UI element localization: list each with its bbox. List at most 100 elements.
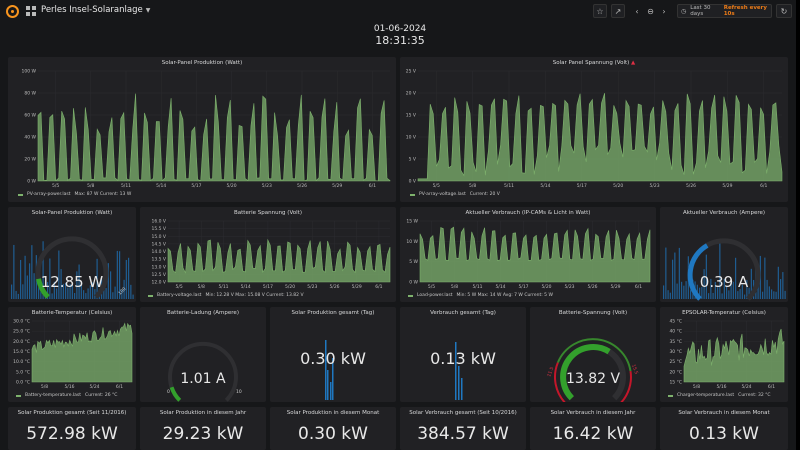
gauge-track: [35, 236, 109, 299]
panel-consumption-day[interactable]: Verbrauch gesamt (Tag) 0.13 kW: [400, 307, 526, 402]
x-tick-label: 5/23: [564, 284, 574, 290]
series-area: [167, 238, 391, 283]
grafana-logo-icon[interactable]: [6, 5, 19, 18]
panel-epsolar-temp-chart[interactable]: EPSOLAR-Temperatur (Celsius) 15 °C 20 °C 2…: [660, 307, 788, 402]
sparkline-bar: [701, 286, 703, 299]
sparkline-bar: [784, 290, 786, 299]
x-tick-label: 5/8: [87, 183, 94, 189]
threshold-ok: [556, 338, 632, 372]
y-tick-label: 0 W: [409, 280, 418, 286]
gauge-max-label: 100: [117, 286, 127, 296]
x-tick-label: 5/24: [89, 384, 99, 390]
sparkline-bar: [739, 288, 741, 299]
x-tick-label: 5/8: [469, 183, 476, 189]
refresh-interval-label: Refresh every 10s: [723, 5, 767, 17]
battery-voltage-gauge: 11.5 15.5: [546, 338, 639, 402]
battery-temp-chart: 0.0 °C 5.0 °C 10.0 °C 15.0 °C 20.0 °C 25.0 °C…: [13, 319, 133, 390]
sparkline-bar: [782, 272, 784, 299]
time-range-picker[interactable]: ◷ Last 30 days Refresh every 10s: [677, 4, 772, 18]
sparkline-bar: [49, 258, 51, 299]
gauge-max-label: 10: [236, 389, 242, 395]
share-button[interactable]: ↗: [611, 4, 625, 18]
x-tick-label: 5/26: [297, 183, 307, 189]
y-tick-label: 25.0 °C: [13, 329, 30, 335]
panel-pv-voltage[interactable]: Solar Panel Spannung (Volt) ▲ 0 V 5 V 10 V…: [400, 57, 788, 202]
sparkline-bar: [85, 293, 87, 299]
sparkline-bar: [67, 287, 69, 299]
sparkline-bar: [330, 382, 332, 400]
sparkline-bar: [777, 266, 779, 299]
y-tick-label: 25 °C: [669, 359, 682, 365]
time-forward-button[interactable]: ›: [662, 6, 666, 16]
sparkline-bar: [667, 290, 669, 299]
sparkline-bar: [665, 247, 667, 299]
x-tick-label: 5/5: [428, 284, 435, 290]
y-tick-label: 14.0 V: [151, 249, 166, 255]
panel-stat-cons-month[interactable]: Solar Verbrauch in diesem Monat 0.13 kW: [660, 407, 788, 450]
sparkline-bar: [40, 289, 42, 299]
panel-battery-voltage-gauge[interactable]: Batterie-Spannung (Volt) 11.5 15.5 13.82 …: [530, 307, 656, 402]
sparkline-bar: [746, 280, 748, 299]
panel-stat-cons-year[interactable]: Solar Verbrauch in diesem Jahr 16.42 kW: [530, 407, 656, 450]
stat-value: 29.23 kW: [162, 424, 244, 444]
sparkline-bar: [114, 286, 116, 299]
sparkline-bar: [750, 268, 752, 299]
panel-battery-charge-gauge[interactable]: Batterie-Ladung (Ampere) 0 10 1.01 A: [140, 307, 266, 402]
info-icon: ▲: [631, 60, 636, 66]
sparkline-bar: [678, 247, 680, 299]
time-back-button[interactable]: ‹: [635, 6, 639, 16]
panel-title: Batterie Spannung (Volt): [234, 210, 302, 216]
sparkline-bar: [712, 292, 714, 299]
x-tick-label: 6/1: [768, 384, 775, 390]
panel-load-current-gauge[interactable]: Aktueller Verbrauch (Ampere) 0.39 A: [660, 207, 788, 302]
series-area: [683, 328, 785, 383]
panel-battery-temp-chart[interactable]: Batterie-Temperatur (Celsius) 0.0 °C 5.0 …: [8, 307, 136, 402]
series-area: [31, 322, 133, 383]
battery-voltage-chart: 12.0 V 12.5 V 13.0 V13.5 V 14.0 V 14.5 V15.0…: [151, 219, 391, 290]
sparkline-bar: [744, 294, 746, 299]
sparkline-bar: [76, 271, 78, 299]
panel-pv-power-gauge[interactable]: Solar-Panel Produktion (Watt) 100 12.85 …: [8, 207, 136, 302]
y-tick-label: 0.0 °C: [16, 380, 30, 386]
sparkline-bar: [20, 259, 22, 299]
y-tick-label: 60 W: [24, 113, 36, 119]
clock-time: 18:31:35: [375, 34, 425, 47]
panel-load-power-chart[interactable]: Aktueller Verbrauch (IP-CAMs & Licht in …: [400, 207, 656, 302]
sparkline-bar: [762, 291, 764, 299]
x-tick-label: 6/1: [369, 183, 376, 189]
gauge-value: 1.01 A: [180, 371, 226, 387]
panel-stat-prod-month[interactable]: Solar Produktion in diesem Monat 0.30 kW: [270, 407, 396, 450]
panel-title: Solar Verbrauch in diesem Monat: [678, 410, 770, 416]
stat-value: 384.57 kW: [417, 424, 509, 444]
panel-stat-cons-since[interactable]: Solar Verbrauch gesamt (Seit 10/2016) 38…: [400, 407, 526, 450]
y-tick-label: 13.5 V: [151, 257, 166, 263]
x-tick-label: 5/8: [451, 284, 458, 290]
x-tick-label: 5/17: [191, 183, 201, 189]
star-button[interactable]: ☆: [593, 4, 607, 18]
sparkline-bar: [24, 255, 26, 299]
panel-title: Solar Produktion gesamt (Seit 11/2016): [17, 410, 127, 416]
y-tick-label: 20.0 °C: [13, 339, 30, 345]
dashboard-title[interactable]: Perles Insel-Solaranlage ▼: [41, 5, 151, 15]
zoom-out-button[interactable]: ⊖: [647, 6, 654, 16]
x-tick-label: 5/17: [263, 284, 273, 290]
panel-battery-voltage-chart[interactable]: Batterie Spannung (Volt) 12.0 V 12.5 V 13.…: [140, 207, 396, 302]
refresh-button[interactable]: ↻: [776, 4, 792, 18]
panel-solar-prod-day[interactable]: Solar Produktion gesamt (Tag) 0.30 kW: [270, 307, 396, 402]
gauge-threshold-label: 15.5: [630, 364, 639, 376]
sparkline-bar: [775, 291, 777, 299]
x-tick-label: 5/8: [198, 284, 205, 290]
gauge-value: 13.82 V: [565, 371, 621, 387]
panel-stat-prod-year[interactable]: Solar Produktion in diesem Jahr 29.23 kW: [140, 407, 266, 450]
panel-stat-prod-since[interactable]: Solar Produktion gesamt (Seit 11/2016) 5…: [8, 407, 136, 450]
x-tick-label: 5/26: [587, 284, 597, 290]
sparkline-bar: [53, 281, 55, 299]
panel-pv-power[interactable]: Solar-Panel Produktion (Watt) 0 W 20 W 40 …: [8, 57, 396, 202]
x-tick-label: 5/23: [307, 284, 317, 290]
chart-legend: Load-power.last Min: 5 W Max: 14 W Avg: 7…: [408, 293, 553, 298]
sparkline-bar: [29, 263, 31, 299]
series-area: [37, 93, 391, 182]
sparkline-bar: [105, 288, 107, 299]
sparkline-bar: [714, 281, 716, 299]
sparkline-bar: [112, 292, 114, 299]
